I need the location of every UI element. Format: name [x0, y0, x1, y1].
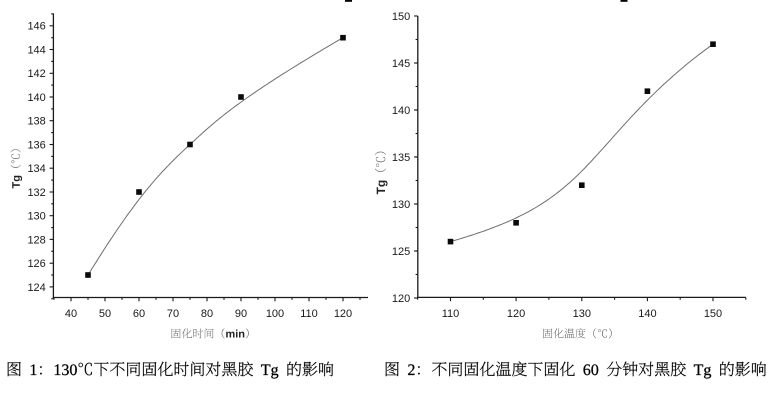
svg-text:136: 136: [27, 139, 45, 151]
svg-text:130: 130: [573, 308, 591, 320]
svg-text:135: 135: [392, 152, 410, 164]
svg-text:140: 140: [27, 92, 45, 104]
svg-text:126: 126: [27, 258, 45, 270]
svg-text:142: 142: [27, 68, 45, 80]
svg-text:144: 144: [27, 44, 45, 56]
svg-text:80: 80: [201, 308, 213, 320]
svg-text:130: 130: [27, 211, 45, 223]
svg-text:110: 110: [300, 308, 318, 320]
svg-text:140: 140: [392, 105, 410, 117]
svg-text:138: 138: [27, 116, 45, 128]
svg-text:40: 40: [65, 308, 77, 320]
svg-text:100: 100: [266, 308, 284, 320]
svg-text:50: 50: [99, 308, 111, 320]
svg-text:120: 120: [392, 293, 410, 305]
svg-text:70: 70: [167, 308, 179, 320]
svg-text:128: 128: [27, 234, 45, 246]
svg-text:124: 124: [27, 282, 45, 294]
svg-text:134: 134: [27, 163, 45, 175]
svg-text:150: 150: [704, 308, 722, 320]
svg-text:120: 120: [507, 308, 525, 320]
svg-text:146: 146: [27, 21, 45, 33]
svg-text:90: 90: [235, 308, 247, 320]
svg-text:125: 125: [392, 246, 410, 258]
svg-text:145: 145: [392, 58, 410, 70]
svg-text:150: 150: [392, 11, 410, 23]
svg-text:140: 140: [638, 308, 656, 320]
svg-text:110: 110: [442, 308, 460, 320]
svg-text:120: 120: [334, 308, 352, 320]
svg-text:132: 132: [27, 187, 45, 199]
svg-text:130: 130: [392, 199, 410, 211]
svg-text:60: 60: [133, 308, 145, 320]
